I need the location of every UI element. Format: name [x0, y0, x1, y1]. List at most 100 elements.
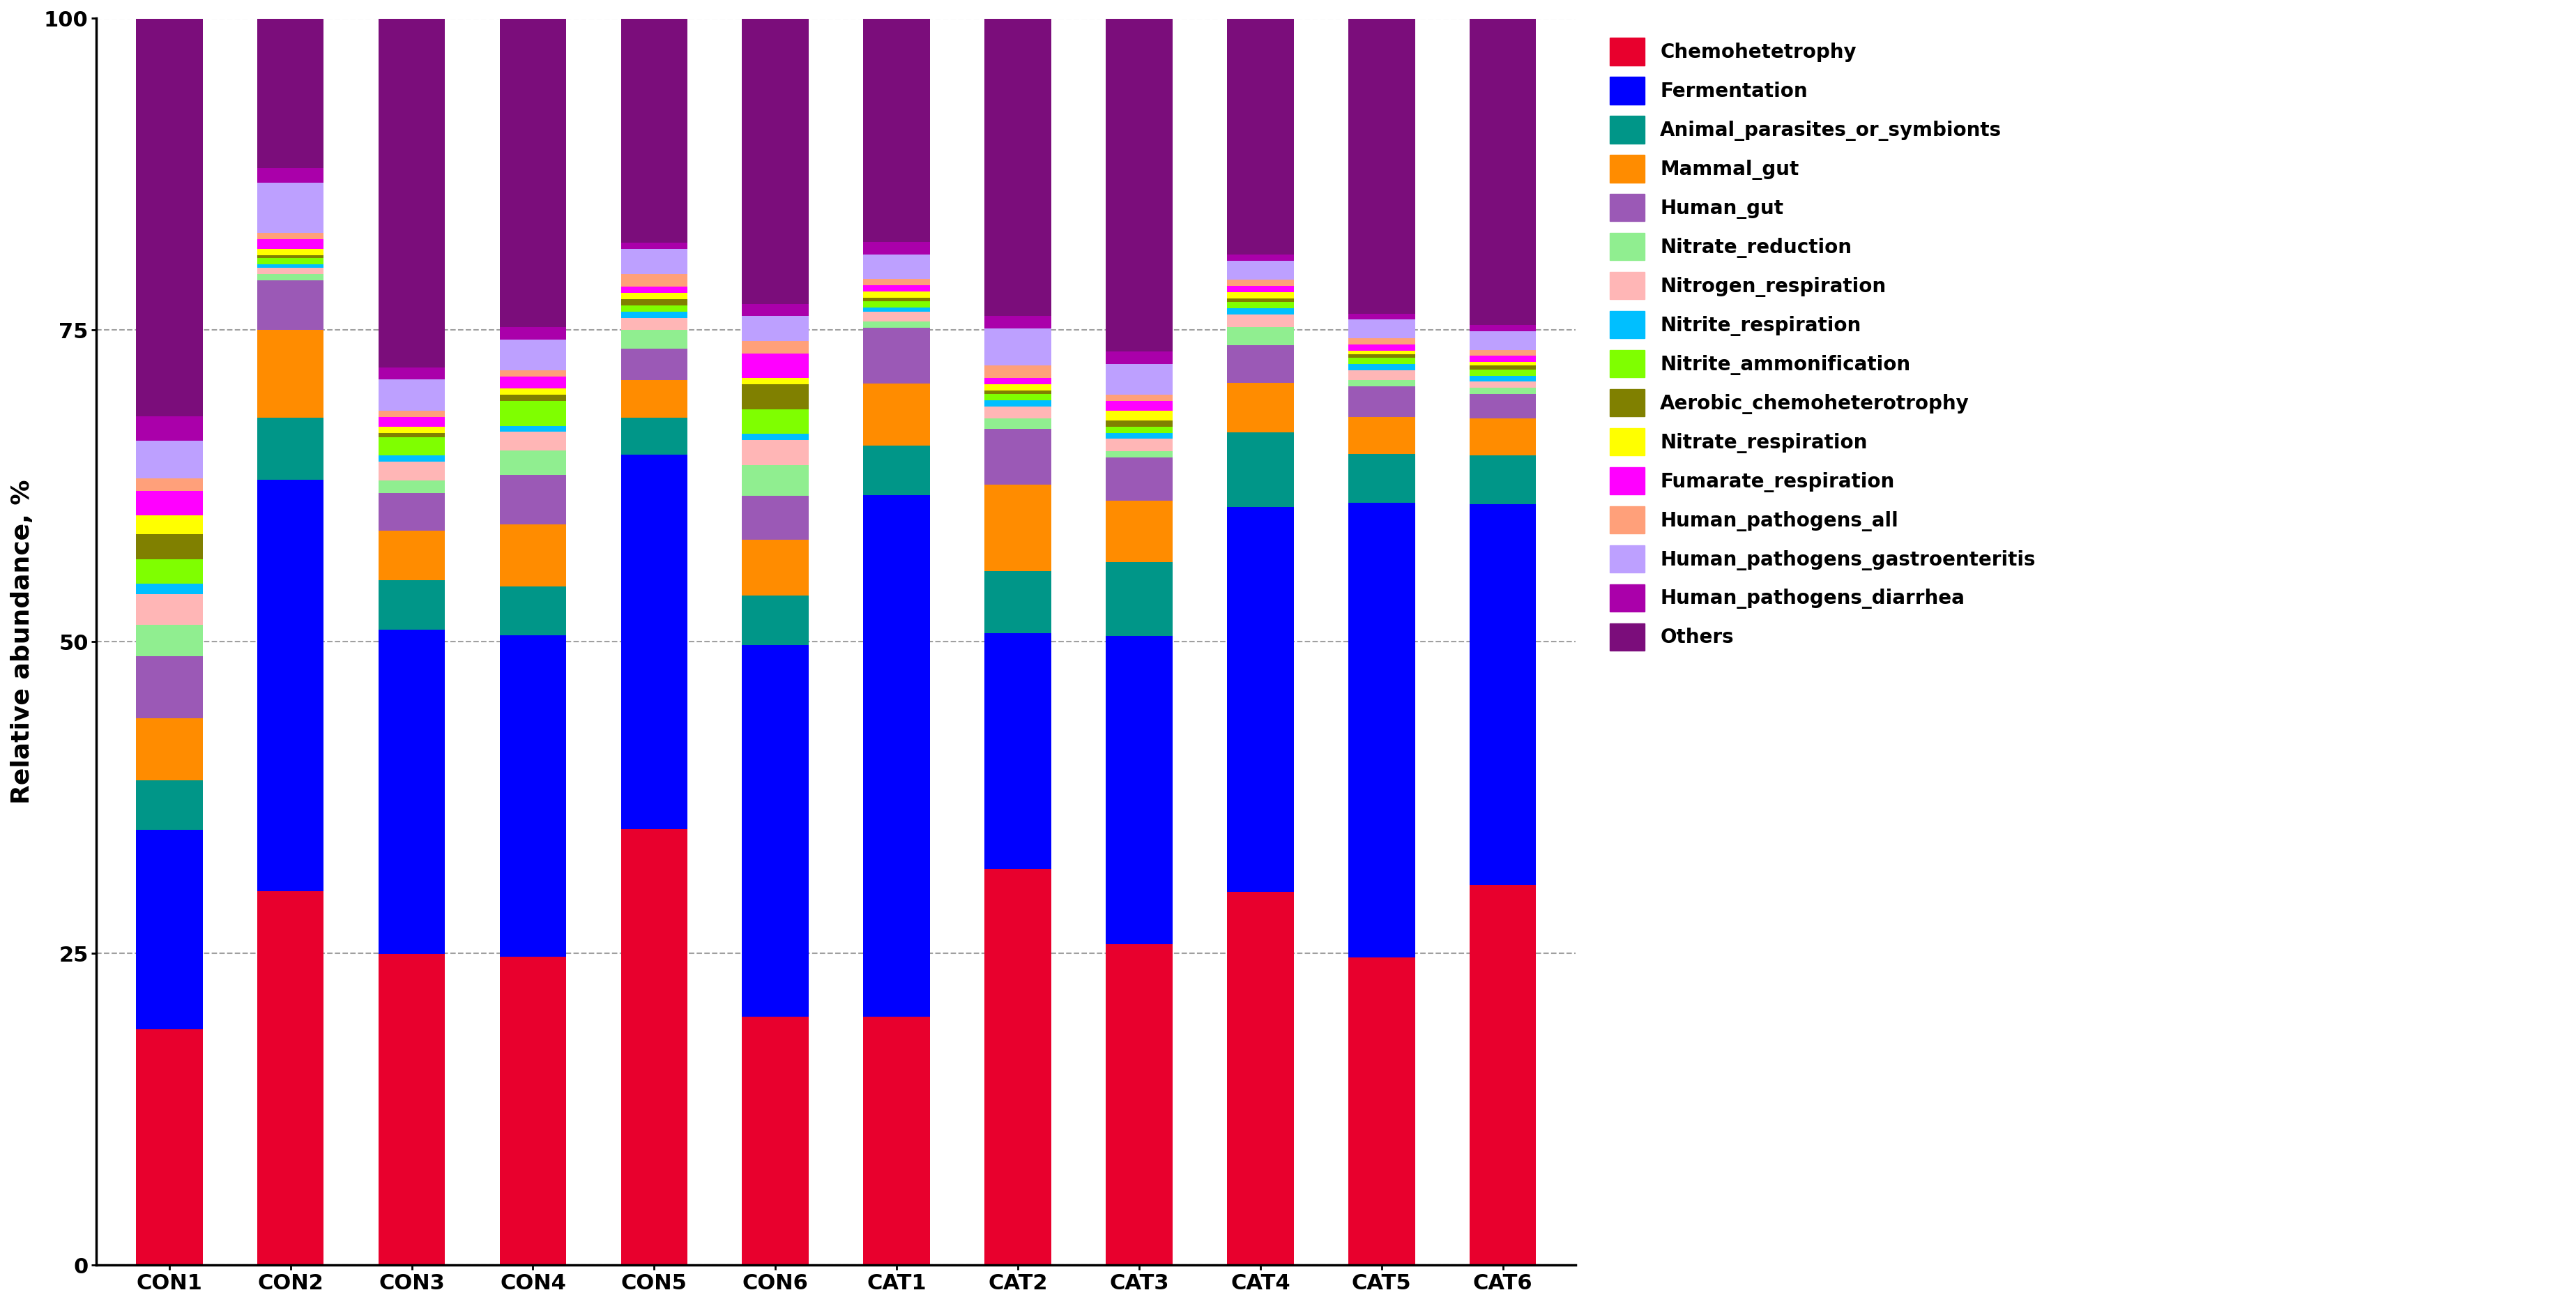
Bar — [1105, 351, 1172, 364]
Bar — [500, 370, 567, 377]
Bar — [863, 327, 930, 383]
Bar — [1105, 420, 1172, 426]
Bar — [1468, 325, 1535, 331]
Bar — [742, 340, 809, 353]
Bar — [1105, 433, 1172, 439]
Bar — [1105, 395, 1172, 400]
Bar — [1226, 308, 1293, 314]
Bar — [379, 580, 446, 630]
Bar — [1347, 386, 1414, 417]
Bar — [742, 1017, 809, 1265]
Bar — [1347, 355, 1414, 357]
Bar — [1468, 349, 1535, 356]
Bar — [500, 587, 567, 635]
Bar — [258, 274, 325, 280]
Bar — [137, 1029, 204, 1265]
Bar — [500, 395, 567, 402]
Bar — [1105, 364, 1172, 395]
Bar — [621, 274, 688, 287]
Bar — [1105, 18, 1172, 351]
Bar — [1226, 261, 1293, 279]
Bar — [621, 243, 688, 249]
Bar — [1226, 286, 1293, 292]
Bar — [1226, 279, 1293, 286]
Bar — [1347, 313, 1414, 319]
Bar — [984, 365, 1051, 378]
Bar — [1347, 454, 1414, 503]
Bar — [1347, 319, 1414, 338]
Bar — [742, 595, 809, 645]
Bar — [500, 450, 567, 475]
Bar — [500, 339, 567, 370]
Bar — [500, 475, 567, 524]
Bar — [1347, 370, 1414, 379]
Bar — [137, 593, 204, 625]
Bar — [621, 379, 688, 417]
Bar — [1226, 327, 1293, 346]
Bar — [258, 258, 325, 265]
Bar — [1105, 451, 1172, 458]
Bar — [863, 254, 930, 279]
Bar — [863, 301, 930, 308]
Bar — [258, 239, 325, 249]
Bar — [621, 292, 688, 299]
Bar — [984, 400, 1051, 407]
Bar — [863, 446, 930, 496]
Bar — [1468, 419, 1535, 455]
Bar — [258, 249, 325, 256]
Bar — [500, 377, 567, 389]
Bar — [1468, 455, 1535, 505]
Bar — [500, 432, 567, 450]
Bar — [742, 434, 809, 441]
Bar — [137, 780, 204, 831]
Bar — [621, 829, 688, 1265]
Bar — [984, 429, 1051, 484]
Bar — [1105, 944, 1172, 1265]
Bar — [1226, 299, 1293, 301]
Bar — [621, 349, 688, 379]
Bar — [379, 953, 446, 1265]
Bar — [1468, 18, 1535, 325]
Bar — [984, 378, 1051, 385]
Bar — [742, 353, 809, 378]
Bar — [1105, 426, 1172, 433]
Bar — [1468, 382, 1535, 387]
Bar — [742, 645, 809, 1017]
Bar — [863, 1017, 930, 1265]
Bar — [863, 322, 930, 327]
Bar — [379, 379, 446, 411]
Bar — [742, 18, 809, 304]
Bar — [742, 441, 809, 466]
Bar — [258, 891, 325, 1265]
Legend: Chemohetetrophy, Fermentation, Animal_parasites_or_symbionts, Mammal_gut, Human_: Chemohetetrophy, Fermentation, Animal_pa… — [1600, 29, 2045, 660]
Bar — [863, 18, 930, 243]
Bar — [258, 18, 325, 168]
Bar — [1105, 439, 1172, 451]
Bar — [1468, 331, 1535, 349]
Bar — [984, 18, 1051, 316]
Bar — [1226, 301, 1293, 308]
Bar — [258, 280, 325, 330]
Bar — [621, 287, 688, 292]
Bar — [742, 316, 809, 340]
Bar — [500, 524, 567, 587]
Bar — [137, 515, 204, 535]
Bar — [1226, 433, 1293, 507]
Bar — [984, 385, 1051, 390]
Bar — [258, 330, 325, 417]
Bar — [500, 389, 567, 395]
Bar — [379, 462, 446, 480]
Bar — [742, 385, 809, 409]
Bar — [258, 183, 325, 233]
Bar — [1226, 314, 1293, 327]
Bar — [258, 265, 325, 267]
Bar — [984, 329, 1051, 365]
Bar — [621, 18, 688, 243]
Bar — [1105, 636, 1172, 944]
Bar — [500, 635, 567, 957]
Bar — [137, 441, 204, 479]
Bar — [984, 484, 1051, 571]
Bar — [1347, 357, 1414, 364]
Bar — [984, 394, 1051, 400]
Bar — [984, 316, 1051, 329]
